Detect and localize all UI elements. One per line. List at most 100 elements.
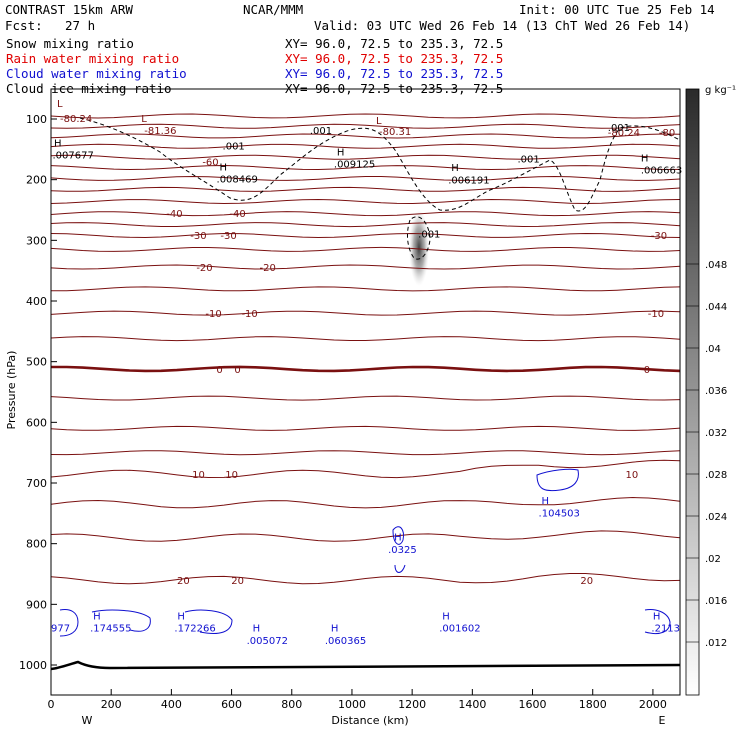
temperature-contour bbox=[51, 264, 680, 270]
temperature-contour bbox=[51, 143, 680, 149]
temperature-contour-label: 10 bbox=[192, 470, 205, 481]
mixing-ratio-label: .009125 bbox=[334, 160, 375, 171]
y-tick-label: 100 bbox=[26, 113, 47, 126]
mixing-ratio-label: H bbox=[93, 612, 101, 623]
temperature-contour-label: 10 bbox=[625, 470, 638, 481]
y-axis: 100 200 300 400 500 600 700 800 900 1000 bbox=[19, 113, 57, 672]
temperature-contour bbox=[51, 310, 680, 316]
plot-area: 0 200 400 600 800 1000 1200 1400 1600 1800 2000 10… bbox=[5, 88, 682, 727]
mixing-ratio-label: .2113 bbox=[651, 624, 680, 635]
temperature-contour bbox=[51, 133, 680, 139]
x-tick-label: 1000 bbox=[338, 698, 366, 711]
x-end-left: W bbox=[82, 714, 93, 727]
temperature-contour bbox=[51, 113, 680, 119]
mixing-ratio-label: H bbox=[653, 612, 661, 623]
x-tick-label: 1200 bbox=[398, 698, 426, 711]
temperature-contour-label: -60 bbox=[202, 157, 218, 168]
temperature-contour-label: -20 bbox=[196, 263, 212, 274]
temperature-contour bbox=[51, 198, 680, 205]
x-tick-label: 0 bbox=[48, 698, 55, 711]
fcst-label: Fcst: bbox=[5, 18, 43, 33]
y-tick-label: 800 bbox=[26, 538, 47, 551]
x-tick-label: 400 bbox=[161, 698, 182, 711]
x-axis: 0 200 400 600 800 1000 1200 1400 1600 1800 2000 bbox=[48, 689, 667, 711]
temperature-contour-label: -30 bbox=[190, 231, 206, 242]
legend-entry-name: Rain water mixing ratio bbox=[6, 51, 179, 66]
y-tick-label: 600 bbox=[26, 416, 47, 429]
legend: Snow mixing ratio XY= 96.0, 72.5 to 235.3… bbox=[6, 36, 503, 96]
temperature-contour bbox=[51, 186, 680, 192]
cloud-water-contours bbox=[59, 468, 671, 637]
valid-time: Valid: 03 UTC Wed 26 Feb 14 (13 ChT Wed … bbox=[314, 18, 690, 33]
mixing-ratio-label: .174555 bbox=[90, 624, 131, 635]
colorbar-tick-label: .04 bbox=[705, 344, 721, 355]
mixing-ratio-label: H bbox=[331, 624, 339, 635]
temperature-contour bbox=[51, 450, 680, 456]
mixing-ratio-label: .001 bbox=[517, 155, 539, 166]
temperature-contour-label: -10 bbox=[205, 309, 221, 320]
mixing-ratio-label: .007677 bbox=[53, 150, 94, 161]
contour-labels: -60 -40 -40 -30 -30 -30 -20 -20 -10 -10 -10 0 0 0 10 10… bbox=[51, 99, 682, 647]
terrain-line bbox=[51, 660, 680, 671]
temperature-contour bbox=[51, 573, 680, 585]
temperature-contour bbox=[51, 496, 680, 509]
mixing-ratio-label: .005072 bbox=[247, 636, 288, 647]
temperature-contour-label: 0 bbox=[644, 365, 650, 376]
colorbar-tick-label: .02 bbox=[705, 554, 721, 565]
temperature-extreme-label: -80 bbox=[659, 128, 675, 139]
mixing-ratio-label: H bbox=[337, 147, 345, 158]
y-tick-label: 1000 bbox=[19, 659, 47, 672]
mixing-ratio-label: .006663 bbox=[641, 166, 682, 177]
mixing-ratio-label: H bbox=[220, 163, 228, 174]
colorbar: g kg⁻¹ .012 .016 .02 .024 .028 .032 .036 .04 .04… bbox=[685, 85, 736, 696]
init-time: Init: 00 UTC Tue 25 Feb 14 bbox=[519, 2, 715, 17]
mixing-ratio-label: H bbox=[641, 153, 649, 164]
mixing-ratio-label: H bbox=[177, 612, 185, 623]
temperature-contour bbox=[51, 425, 680, 431]
colorbar-tick-label: .048 bbox=[705, 260, 727, 271]
temperature-contour-label: -10 bbox=[241, 309, 257, 320]
temperature-contour bbox=[51, 175, 680, 181]
x-tick-label: 2000 bbox=[639, 698, 667, 711]
colorbar-tick-label: .032 bbox=[705, 428, 727, 439]
temperature-contour bbox=[51, 154, 680, 160]
temperature-contour-label: -20 bbox=[260, 263, 276, 274]
legend-entry-name: Cloud water mixing ratio bbox=[6, 66, 187, 81]
mixing-ratio-label: H bbox=[253, 624, 261, 635]
legend-entry-xy: XY= 96.0, 72.5 to 235.3, 72.5 bbox=[285, 51, 503, 66]
mixing-ratio-label: H bbox=[54, 138, 62, 149]
temperature-contour bbox=[51, 123, 680, 129]
center-name: NCAR/MMM bbox=[243, 2, 303, 17]
temperature-contour-label: -30 bbox=[220, 231, 236, 242]
temperature-contour-label: -40 bbox=[229, 209, 245, 220]
mixing-ratio-label: .001 bbox=[418, 229, 440, 240]
temperature-contour bbox=[51, 459, 680, 479]
temperature-contour-label: 0 bbox=[234, 365, 240, 376]
snow-mixing-shading bbox=[409, 210, 429, 286]
temperature-extreme-label: L bbox=[141, 114, 147, 125]
temperature-contour bbox=[51, 246, 680, 252]
temperature-contour bbox=[51, 530, 680, 542]
y-tick-label: 900 bbox=[26, 598, 47, 611]
x-tick-label: 600 bbox=[221, 698, 242, 711]
colorbar-ramp bbox=[685, 88, 700, 696]
x-end-right: E bbox=[659, 714, 666, 727]
y-tick-label: 200 bbox=[26, 174, 47, 187]
freezing-level-contour bbox=[51, 365, 680, 373]
temperature-extreme-label: L bbox=[57, 99, 63, 110]
colorbar-tick-label: .012 bbox=[705, 638, 727, 649]
mixing-ratio-label: .008469 bbox=[217, 175, 258, 186]
cloud-ice-contour bbox=[79, 117, 680, 212]
temperature-contour-label: 0 bbox=[216, 365, 222, 376]
mixing-ratio-label: .001 bbox=[310, 126, 332, 137]
temperature-extreme-label: -81.36 bbox=[144, 126, 176, 137]
colorbar-tick-label: .036 bbox=[705, 386, 727, 397]
x-tick-label: 1800 bbox=[579, 698, 607, 711]
temperature-contour bbox=[51, 164, 680, 171]
mixing-ratio-label: .006191 bbox=[448, 175, 489, 186]
x-tick-label: 1600 bbox=[519, 698, 547, 711]
mixing-ratio-label: H bbox=[451, 163, 459, 174]
temperature-contour bbox=[51, 222, 680, 228]
legend-entry-xy: XY= 96.0, 72.5 to 235.3, 72.5 bbox=[285, 66, 503, 81]
temperature-contour-label: 20 bbox=[231, 576, 244, 587]
